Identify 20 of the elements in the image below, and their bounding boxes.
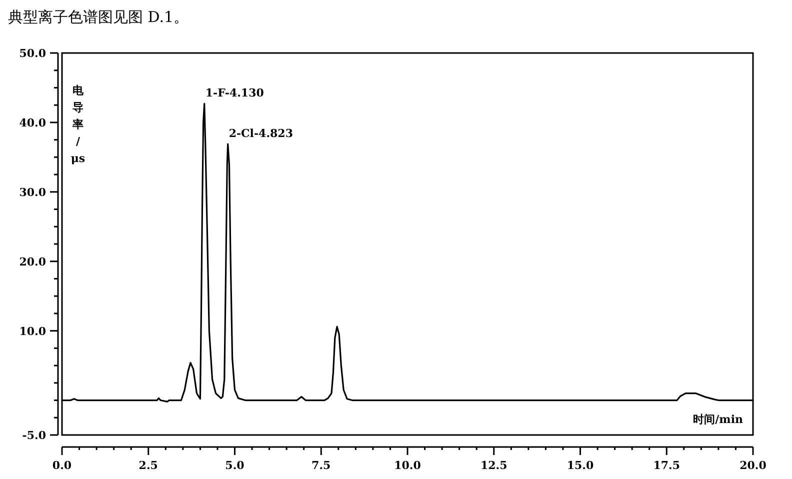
x-tick-label: 10.0 [394,459,422,472]
x-tick-label: 2.5 [138,459,158,472]
y-tick-label: 50.0 [19,47,46,60]
x-tick-label: 17.5 [653,459,680,472]
x-tick-label: 5.0 [225,459,245,472]
x-axis-title: 时间/min [693,413,743,426]
x-tick-label: 12.5 [480,459,508,472]
y-tick-label: -5.0 [22,429,46,442]
annotation: 2-Cl-4.823 [228,126,294,140]
y-tick-label: 30.0 [19,186,46,199]
y-tick-label: 20.0 [19,255,46,268]
annotation: 1-F-4.130 [205,86,264,100]
y-tick-label: 10.0 [19,324,46,338]
x-tick-label: 20.0 [740,459,767,472]
y-tick-label: 40.0 [19,116,46,130]
x-tick-label: 15.0 [566,459,594,472]
x-tick-label: 7.5 [312,459,331,472]
y-axis-title: 电导率/μs [70,84,86,165]
x-tick-label: 0.0 [52,459,72,472]
chart-title: 典型离子色谱图见图 D.1。 [8,8,189,26]
